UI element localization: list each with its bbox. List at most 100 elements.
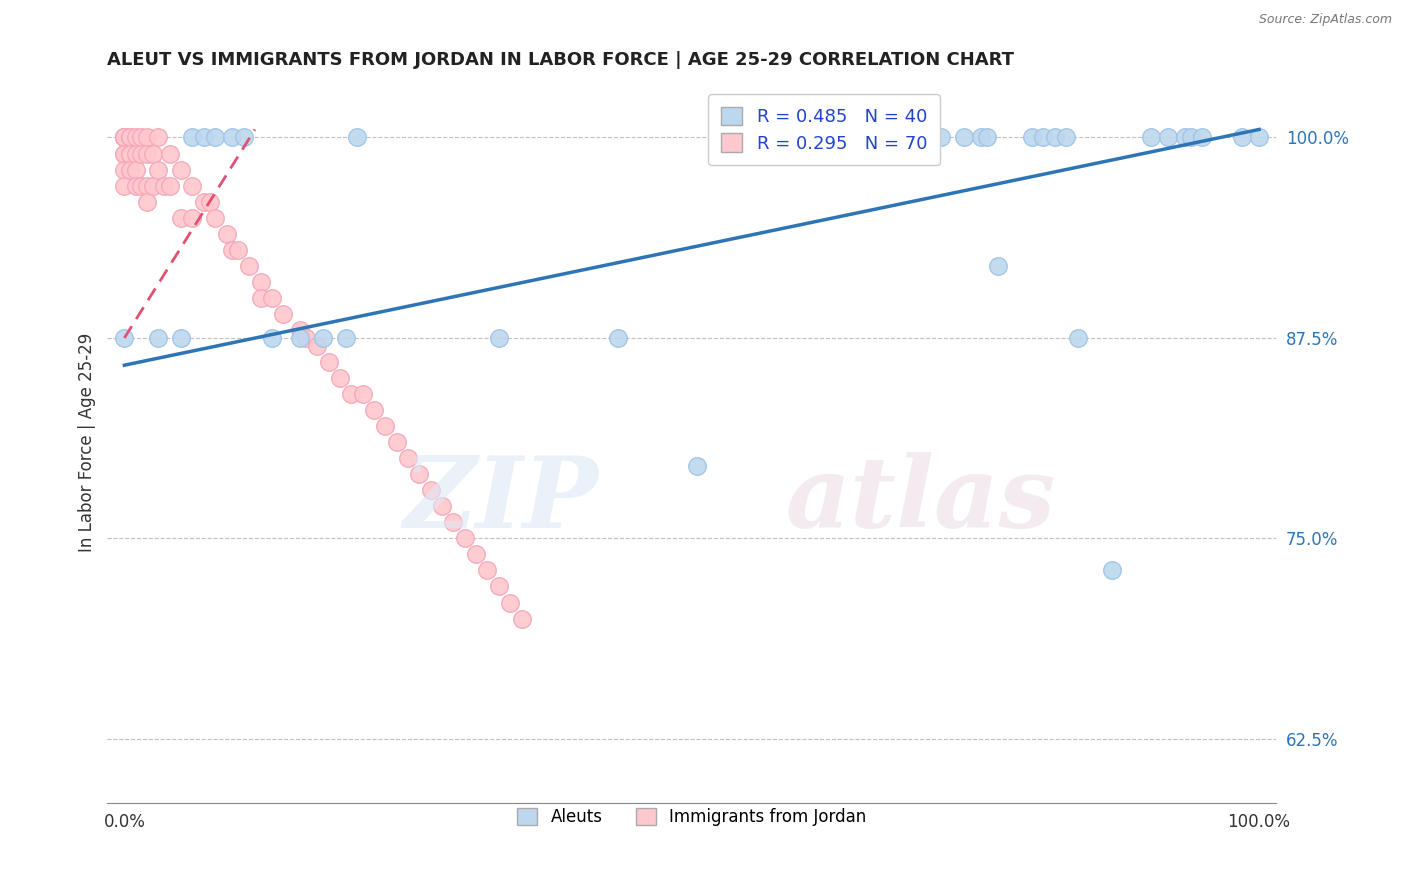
Text: ZIP: ZIP bbox=[404, 451, 598, 548]
Point bbox=[1230, 130, 1253, 145]
Point bbox=[198, 194, 221, 209]
Point bbox=[1174, 130, 1197, 145]
Point bbox=[120, 130, 142, 145]
Point bbox=[1249, 130, 1271, 145]
Point bbox=[181, 178, 204, 193]
Point bbox=[249, 275, 271, 289]
Point bbox=[953, 130, 976, 145]
Y-axis label: In Labor Force | Age 25-29: In Labor Force | Age 25-29 bbox=[79, 333, 96, 552]
Legend: Aleuts, Immigrants from Jordan: Aleuts, Immigrants from Jordan bbox=[509, 799, 875, 834]
Point bbox=[112, 130, 135, 145]
Point bbox=[488, 331, 510, 345]
Point bbox=[607, 331, 630, 345]
Point bbox=[408, 467, 430, 482]
Point bbox=[931, 130, 953, 145]
Point bbox=[1191, 130, 1213, 145]
Point bbox=[385, 435, 408, 450]
Point bbox=[312, 331, 335, 345]
Point bbox=[204, 130, 226, 145]
Point bbox=[125, 130, 148, 145]
Point bbox=[112, 146, 135, 161]
Point bbox=[856, 130, 879, 145]
Point bbox=[181, 211, 204, 225]
Point bbox=[125, 146, 148, 161]
Point bbox=[465, 548, 488, 562]
Point bbox=[112, 130, 135, 145]
Point bbox=[136, 146, 159, 161]
Point bbox=[238, 259, 260, 273]
Point bbox=[363, 403, 385, 417]
Point bbox=[987, 259, 1010, 273]
Point bbox=[488, 579, 510, 593]
Point bbox=[193, 194, 215, 209]
Point bbox=[290, 331, 312, 345]
Point bbox=[307, 339, 329, 353]
Point bbox=[346, 130, 368, 145]
Point bbox=[148, 130, 170, 145]
Text: atlas: atlas bbox=[785, 451, 1056, 548]
Point bbox=[419, 483, 441, 498]
Point bbox=[153, 178, 176, 193]
Point bbox=[335, 331, 357, 345]
Point bbox=[1101, 564, 1123, 578]
Point bbox=[170, 162, 193, 177]
Point bbox=[136, 130, 159, 145]
Point bbox=[510, 611, 533, 625]
Point bbox=[142, 146, 165, 161]
Point bbox=[454, 532, 477, 546]
Point bbox=[112, 130, 135, 145]
Point bbox=[170, 331, 193, 345]
Point bbox=[271, 307, 294, 321]
Point bbox=[260, 291, 283, 305]
Point bbox=[1066, 331, 1088, 345]
Point bbox=[112, 130, 135, 145]
Point bbox=[120, 130, 142, 145]
Point bbox=[873, 130, 896, 145]
Point bbox=[295, 331, 318, 345]
Point bbox=[112, 178, 135, 193]
Point bbox=[204, 211, 226, 225]
Point bbox=[884, 130, 907, 145]
Point bbox=[232, 130, 254, 145]
Point bbox=[226, 243, 249, 257]
Point bbox=[125, 162, 148, 177]
Point bbox=[800, 130, 823, 145]
Point bbox=[1180, 130, 1202, 145]
Point bbox=[131, 146, 153, 161]
Point bbox=[318, 355, 340, 369]
Point bbox=[131, 178, 153, 193]
Point bbox=[120, 146, 142, 161]
Point bbox=[970, 130, 993, 145]
Point bbox=[136, 178, 159, 193]
Text: ALEUT VS IMMIGRANTS FROM JORDAN IN LABOR FORCE | AGE 25-29 CORRELATION CHART: ALEUT VS IMMIGRANTS FROM JORDAN IN LABOR… bbox=[107, 51, 1014, 69]
Point bbox=[159, 146, 181, 161]
Point bbox=[215, 227, 238, 241]
Point bbox=[329, 371, 352, 385]
Point bbox=[249, 291, 271, 305]
Point bbox=[396, 451, 419, 466]
Point bbox=[260, 331, 283, 345]
Point bbox=[352, 387, 374, 401]
Point bbox=[159, 178, 181, 193]
Point bbox=[112, 162, 135, 177]
Point bbox=[136, 194, 159, 209]
Point bbox=[193, 130, 215, 145]
Point bbox=[976, 130, 998, 145]
Point bbox=[221, 130, 243, 145]
Point bbox=[1021, 130, 1043, 145]
Point bbox=[499, 595, 522, 609]
Text: Source: ZipAtlas.com: Source: ZipAtlas.com bbox=[1258, 13, 1392, 27]
Point bbox=[112, 130, 135, 145]
Point bbox=[148, 331, 170, 345]
Point bbox=[1054, 130, 1077, 145]
Point bbox=[1157, 130, 1180, 145]
Point bbox=[112, 146, 135, 161]
Point bbox=[1140, 130, 1163, 145]
Point bbox=[686, 459, 709, 474]
Point bbox=[340, 387, 363, 401]
Point bbox=[181, 130, 204, 145]
Point bbox=[148, 162, 170, 177]
Point bbox=[131, 130, 153, 145]
Point bbox=[1032, 130, 1054, 145]
Point bbox=[443, 516, 465, 530]
